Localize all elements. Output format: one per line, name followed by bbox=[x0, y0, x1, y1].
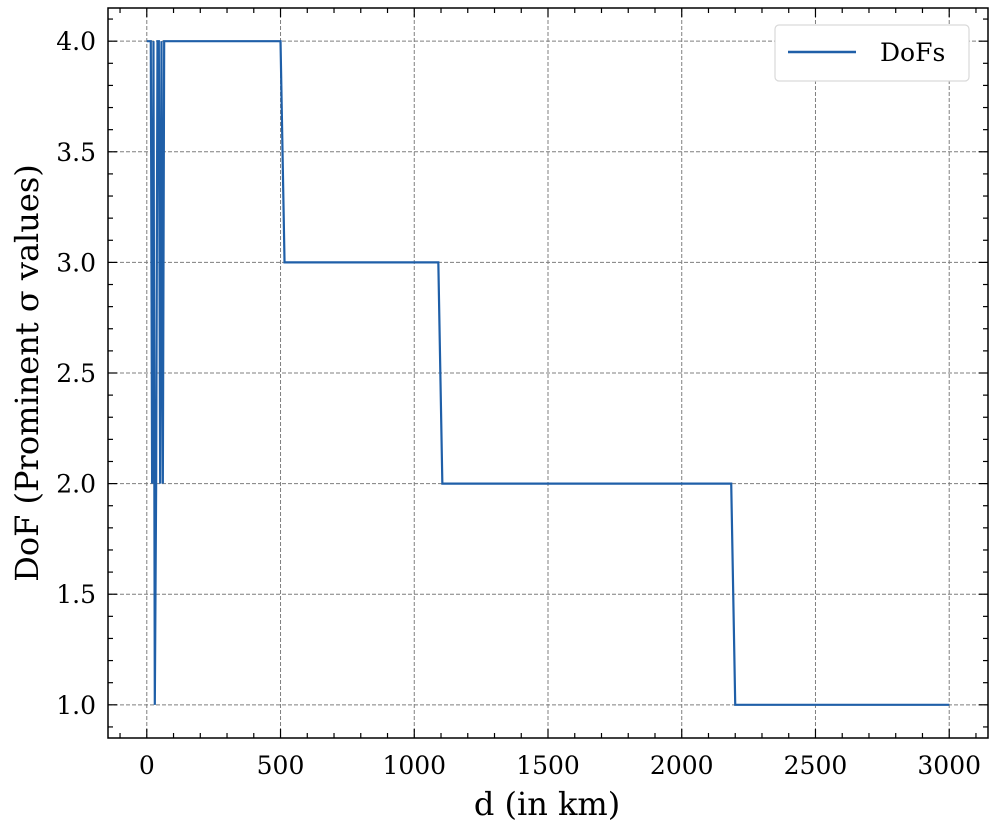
y-tick-labels: 1.0 1.5 2.0 2.5 3.0 3.5 4.0 bbox=[56, 27, 96, 720]
x-tick-label: 1500 bbox=[516, 751, 580, 780]
y-tick-label: 1.5 bbox=[56, 580, 96, 609]
series-layer bbox=[146, 40, 950, 706]
x-tick-label: 2500 bbox=[784, 751, 848, 780]
x-tick-label: 2000 bbox=[650, 751, 714, 780]
y-tick-label: 1.0 bbox=[56, 691, 96, 720]
y-tick-label: 2.0 bbox=[56, 470, 96, 499]
y-axis-label: DoF (Prominent σ values) bbox=[8, 164, 46, 582]
legend-box bbox=[774, 24, 970, 82]
x-axis-label: d (in km) bbox=[474, 785, 620, 823]
y-tick-label: 3.5 bbox=[56, 138, 96, 167]
x-tick-label: 0 bbox=[139, 751, 155, 780]
plot-frame bbox=[107, 7, 989, 739]
y-tick-label: 3.0 bbox=[56, 248, 96, 277]
legend-label-dofs: DoFs bbox=[880, 38, 945, 67]
x-tick-label: 500 bbox=[257, 751, 305, 780]
y-tick-label: 4.0 bbox=[56, 27, 96, 56]
grid bbox=[108, 8, 988, 738]
x-tick-labels: 0 500 1000 1500 2000 2500 3000 bbox=[139, 751, 981, 780]
y-tick-label: 2.5 bbox=[56, 359, 96, 388]
axis-ticks bbox=[108, 8, 988, 738]
legend: DoFs bbox=[774, 24, 970, 82]
x-tick-label: 3000 bbox=[917, 751, 981, 780]
x-tick-label: 1000 bbox=[382, 751, 446, 780]
series-line-dofs bbox=[146, 40, 950, 706]
